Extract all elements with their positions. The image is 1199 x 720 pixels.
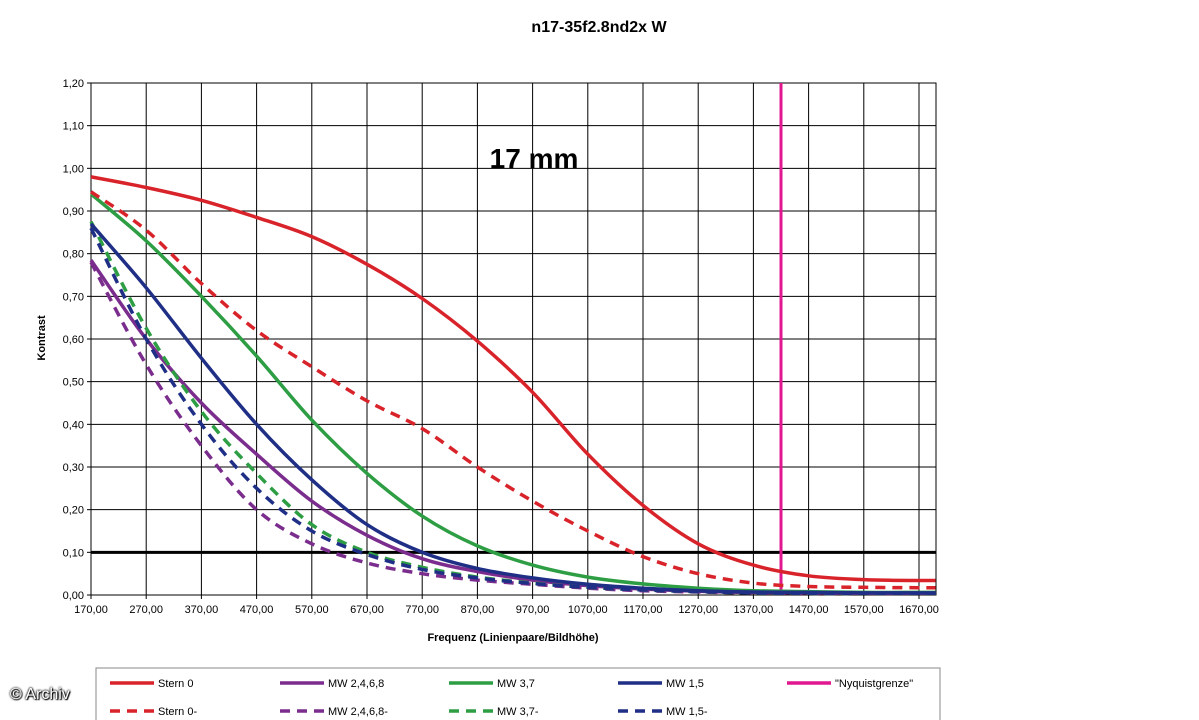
legend-label: "Nyquistgrenze" — [835, 678, 913, 690]
legend-label: MW 2,4,6,8 — [328, 678, 384, 690]
x-tick-label: 1670,00 — [899, 604, 939, 616]
y-tick-label: 0,30 — [63, 462, 84, 474]
x-tick-label: 170,00 — [74, 604, 108, 616]
y-tick-label: 0,80 — [63, 249, 84, 261]
y-tick-label: 1,00 — [63, 163, 84, 175]
series-group — [89, 175, 936, 596]
x-tick-label: 1570,00 — [844, 604, 884, 616]
y-tick-label: 0,40 — [63, 419, 84, 431]
x-tick-label: 1370,00 — [734, 604, 774, 616]
y-tick-label: 1,10 — [63, 121, 84, 133]
legend-box — [95, 667, 941, 720]
y-tick-label: 0,10 — [63, 547, 84, 559]
y-tick-label: 0,20 — [63, 505, 84, 517]
x-tick-label: 1170,00 — [624, 604, 663, 616]
x-axis-label: Frequenz (Linienpaare/Bildhöhe) — [427, 632, 598, 644]
x-tick-label: 570,00 — [295, 604, 329, 616]
y-tick-label: 0,70 — [63, 291, 84, 303]
y-tick-labels: 0,00 0,10 0,20 0,30 0,40 0,50 0,60 0,70 0,80 0,90… — [63, 78, 84, 602]
legend-label: MW 2,4,6,8- — [328, 706, 388, 718]
x-tick-label: 770,00 — [405, 604, 439, 616]
legend: Stern 0 MW 2,4,6,8 MW 3,7 MW 1,5 "Nyquistgre… — [95, 667, 941, 720]
series-line-stern-0 — [90, 175, 936, 583]
series-line-mw-1-5-dashed — [89, 227, 936, 596]
legend-label: Stern 0- — [158, 706, 197, 718]
y-axis-label: Kontrast — [36, 315, 48, 361]
x-tick-label: 870,00 — [461, 604, 495, 616]
y-tick-label: 0,50 — [63, 377, 84, 389]
legend-label: MW 3,7- — [497, 706, 539, 718]
legend-label: MW 1,5 — [666, 678, 704, 690]
x-tick-label: 270,00 — [129, 604, 163, 616]
x-tick-label: 1070,00 — [568, 604, 608, 616]
reference-lines — [91, 83, 936, 595]
series-line-stern-0-dashed — [90, 190, 936, 590]
y-tick-label: 0,60 — [63, 334, 84, 346]
y-tick-label: 1,20 — [63, 78, 84, 90]
legend-label: Stern 0 — [158, 678, 193, 690]
x-tick-label: 470,00 — [240, 604, 274, 616]
x-tick-label: 670,00 — [350, 604, 384, 616]
focal-length-annotation: 17 mm — [490, 143, 579, 174]
x-tick-label: 370,00 — [185, 604, 219, 616]
legend-label: MW 1,5- — [666, 706, 708, 718]
y-tick-label: 0,00 — [63, 590, 84, 602]
x-tick-label: 970,00 — [516, 604, 550, 616]
grid — [87, 82, 937, 599]
legend-label: MW 3,7 — [497, 678, 535, 690]
credit-watermark: © Archiv — [10, 686, 70, 703]
chart-title: n17-35f2.8nd2x W — [531, 19, 667, 36]
x-tick-labels: 170,00 270,00 370,00 470,00 570,00 670,00 770,… — [74, 604, 939, 616]
y-tick-label: 0,90 — [63, 206, 84, 218]
x-tick-label: 1470,00 — [789, 604, 829, 616]
x-tick-label: 1270,00 — [678, 604, 718, 616]
